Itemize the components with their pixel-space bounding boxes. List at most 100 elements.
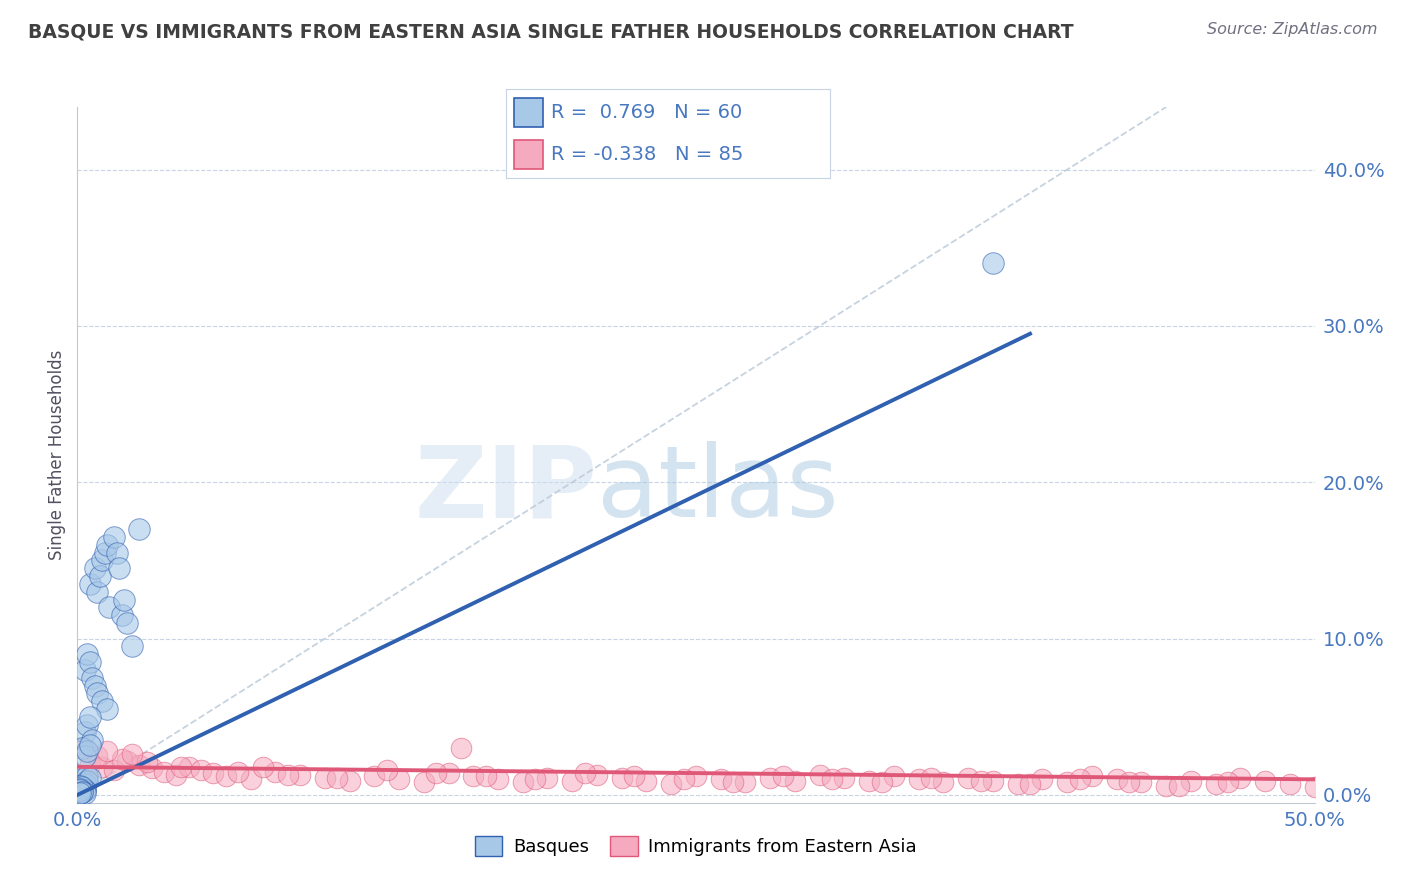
Point: [1167, 779, 1189, 793]
Point: [72, 741, 94, 756]
Point: [450, 741, 472, 756]
Point: [932, 775, 955, 789]
Point: [772, 769, 794, 783]
Point: [1118, 775, 1140, 789]
Point: [72, 780, 94, 794]
Text: Source: ZipAtlas.com: Source: ZipAtlas.com: [1208, 22, 1378, 37]
Point: [73, 786, 96, 800]
Point: [734, 775, 756, 789]
Point: [76, 717, 98, 731]
Point: [91, 760, 114, 774]
Point: [375, 763, 398, 777]
Point: [721, 775, 744, 789]
Point: [111, 608, 134, 623]
Point: [363, 769, 385, 783]
Point: [883, 769, 905, 783]
Point: [1056, 775, 1078, 789]
Point: [73, 748, 96, 763]
Point: [561, 773, 583, 788]
Point: [89, 569, 111, 583]
Point: [153, 764, 176, 779]
Point: [69, 786, 91, 800]
Point: [69, 781, 91, 796]
Text: R =  0.769   N = 60: R = 0.769 N = 60: [551, 103, 742, 122]
Point: [121, 640, 143, 654]
Point: [83, 561, 105, 575]
Text: BASQUE VS IMMIGRANTS FROM EASTERN ASIA SINGLE FATHER HOUSEHOLDS CORRELATION CHAR: BASQUE VS IMMIGRANTS FROM EASTERN ASIA S…: [28, 22, 1074, 41]
Point: [1130, 775, 1153, 789]
Point: [82, 733, 104, 747]
Point: [659, 777, 682, 791]
Point: [170, 760, 193, 774]
Point: [1205, 777, 1227, 791]
Point: [1278, 777, 1301, 791]
Point: [79, 655, 101, 669]
Point: [1229, 771, 1251, 785]
Point: [1019, 777, 1042, 791]
Point: [72, 772, 94, 787]
Point: [111, 752, 134, 766]
Point: [69, 786, 91, 800]
Point: [636, 773, 658, 788]
Point: [128, 758, 150, 772]
Point: [574, 766, 596, 780]
Point: [82, 671, 104, 685]
Point: [165, 767, 187, 781]
Point: [252, 760, 274, 774]
Point: [79, 738, 101, 752]
Point: [388, 772, 411, 787]
Point: [73, 741, 96, 756]
Point: [202, 766, 225, 780]
Point: [72, 785, 94, 799]
Point: [76, 647, 98, 661]
Point: [72, 780, 94, 794]
Point: [86, 748, 108, 763]
Point: [215, 769, 238, 783]
Point: [91, 553, 114, 567]
Legend: Basques, Immigrants from Eastern Asia: Basques, Immigrants from Eastern Asia: [468, 829, 924, 863]
Point: [672, 772, 695, 787]
Point: [536, 771, 558, 785]
Point: [121, 747, 143, 762]
Point: [834, 771, 856, 785]
Point: [73, 775, 96, 789]
Point: [69, 786, 91, 800]
Point: [524, 772, 547, 787]
Point: [264, 764, 287, 779]
Point: [277, 767, 299, 781]
Point: [103, 763, 125, 777]
Point: [73, 783, 96, 797]
Point: [1069, 772, 1091, 787]
Point: [486, 772, 509, 787]
Point: [610, 771, 633, 785]
Point: [1216, 775, 1239, 789]
Point: [969, 773, 991, 788]
Point: [72, 785, 94, 799]
Point: [586, 767, 609, 781]
Point: [128, 522, 150, 536]
Point: [314, 771, 336, 785]
Point: [76, 773, 98, 788]
Text: ZIP: ZIP: [415, 442, 598, 538]
Point: [91, 694, 114, 708]
Point: [981, 256, 1004, 270]
Point: [412, 775, 434, 789]
Point: [69, 783, 91, 797]
Point: [759, 771, 782, 785]
Point: [105, 546, 128, 560]
Point: [808, 767, 831, 781]
Point: [288, 767, 311, 781]
Point: [1007, 777, 1029, 791]
Point: [326, 771, 349, 785]
Point: [79, 771, 101, 785]
Point: [86, 686, 108, 700]
Point: [821, 772, 844, 787]
Text: atlas: atlas: [598, 442, 838, 538]
Point: [96, 702, 118, 716]
Point: [73, 783, 96, 797]
Point: [69, 779, 91, 793]
Point: [83, 679, 105, 693]
Point: [858, 773, 880, 788]
Point: [623, 769, 645, 783]
Point: [79, 577, 101, 591]
